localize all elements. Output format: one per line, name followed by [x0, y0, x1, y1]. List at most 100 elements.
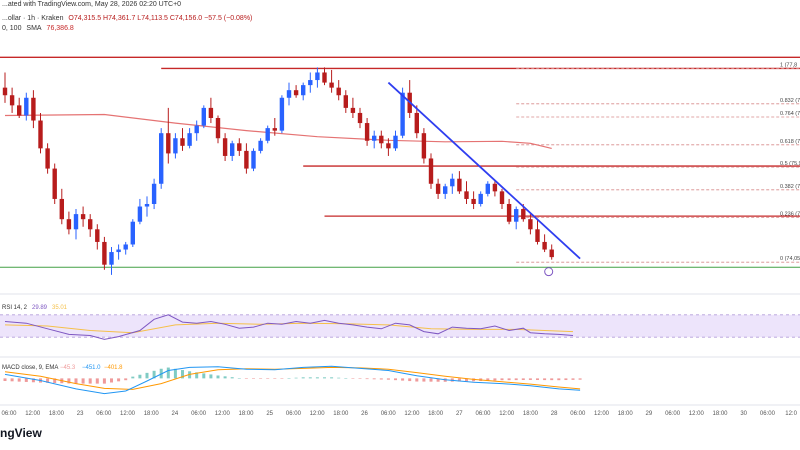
candle-body [435, 183, 441, 194]
candle-body [308, 80, 313, 86]
candle-body [528, 219, 533, 230]
macd-histogram-bar [401, 378, 405, 381]
rsi-line [4, 314, 574, 340]
candle-body [116, 249, 121, 253]
candle-body [272, 128, 277, 131]
candle-body [443, 186, 448, 194]
sma-params: 0, 100 [2, 25, 22, 32]
macd-histogram-bar [372, 378, 376, 380]
macd-histogram-bar [273, 378, 277, 379]
x-axis-tick-label: 18:00 [618, 411, 634, 417]
candle-body [357, 112, 363, 124]
candle-body [237, 143, 242, 151]
macd-histogram-bar [53, 378, 57, 383]
candle-body [159, 133, 164, 184]
macd-histogram-bar [216, 375, 220, 379]
x-axis-tick-label: 06:00 [96, 411, 112, 417]
macd-histogram-bar [3, 378, 7, 381]
candle-body [201, 107, 206, 126]
macd-histogram-bar [209, 374, 213, 379]
header-line-2: ...ollar · 1h · Kraken O74,315.5 H74,361… [2, 15, 255, 22]
macd-histogram-bar [344, 378, 348, 379]
header-ohlc: O74,315.5 H74,361.7 L74,113.5 C74,156.0 … [68, 15, 253, 22]
candle-body [180, 138, 185, 146]
fib-level-label: 0.618 (76,37 [780, 139, 800, 145]
candle-body [222, 138, 228, 156]
macd-histogram-bar [571, 378, 575, 380]
candle-body [428, 158, 434, 184]
candle-body [336, 87, 341, 96]
x-axis-tick-label: 06:00 [286, 411, 302, 417]
candle-body [549, 249, 554, 258]
rsi-ma-value: 35.01 [52, 305, 68, 311]
macd-histogram-bar [294, 377, 298, 379]
candle-body [59, 198, 64, 220]
candle-body [464, 191, 469, 199]
header-line-3: 0, 100 SMA 76,386.8 [2, 25, 77, 32]
macd-histogram-bar [173, 368, 177, 379]
macd-histogram-bar [17, 378, 21, 382]
macd-histogram-bar [181, 370, 184, 379]
candle-body [123, 244, 128, 250]
candle-body [215, 118, 221, 139]
x-axis-tick-label: 28 [551, 411, 558, 417]
macd-histogram-bar [230, 377, 234, 379]
macd-histogram-bar [500, 378, 504, 381]
x-axis-tick-label: 18:00 [238, 411, 254, 417]
x-axis-tick-label: 06:00 [191, 411, 207, 417]
x-axis-tick-label: 30 [740, 411, 747, 417]
fib-level-label: 1 (77,8 [780, 62, 797, 68]
macd-histogram-bar [422, 378, 426, 382]
macd-histogram-bar [429, 378, 433, 382]
macd-histogram-bar [280, 378, 284, 379]
macd-histogram-bar [287, 378, 291, 379]
candle-body [521, 209, 526, 220]
candle-body [2, 87, 8, 96]
candle-body [414, 112, 419, 134]
candle-body [478, 193, 483, 204]
macd-histogram-bar [259, 378, 263, 379]
x-axis-tick-label: 06:00 [1, 411, 17, 417]
candle-body [343, 95, 348, 108]
candle-body [230, 143, 235, 156]
candle-body [535, 229, 540, 242]
x-axis-tick-label: 25 [266, 411, 273, 417]
candle-body [421, 133, 427, 159]
candle-body [151, 183, 157, 204]
macd-histogram-bar [528, 378, 532, 380]
fib-level-label: 0.764 (76,92 [780, 111, 800, 117]
candle-body [194, 125, 199, 134]
macd-histogram-bar [74, 378, 78, 384]
macd-histogram-bar [244, 378, 248, 379]
macd-histogram-bar [131, 376, 135, 379]
macd-histogram-bar [543, 378, 547, 381]
candle-body [364, 123, 370, 141]
x-axis-tick-label: 06:00 [475, 411, 491, 417]
x-axis-tick-label: 12:00 [25, 411, 41, 417]
macd-histogram-bar [550, 378, 554, 381]
macd-histogram-bar [152, 370, 156, 379]
macd-histogram-bar [88, 378, 92, 384]
x-axis-tick-label: 12:00 [689, 411, 705, 417]
candle-body [450, 178, 455, 187]
x-axis-tick-label: 12:0 [785, 411, 797, 417]
candle-body [514, 209, 519, 222]
candle-body [88, 219, 93, 230]
candle-body [244, 150, 249, 169]
candle-body [457, 178, 462, 192]
tradingview-logo-text: ngView [0, 426, 42, 440]
candle-body [293, 90, 299, 96]
macd-histogram-bar [337, 377, 341, 379]
macd-histogram-bar [102, 378, 106, 384]
macd-histogram-bar [436, 378, 440, 382]
fib-level-label: 0.382 (75,48 [780, 184, 800, 190]
sma-value: 76,386.8 [46, 25, 74, 32]
macd-histogram-bar [394, 378, 397, 381]
macd-histogram-bar [493, 378, 497, 381]
x-axis-tick-label: 12:00 [310, 411, 326, 417]
macd-value: −45.3 [60, 365, 76, 371]
candle-body [144, 204, 150, 207]
candle-body [166, 133, 171, 154]
